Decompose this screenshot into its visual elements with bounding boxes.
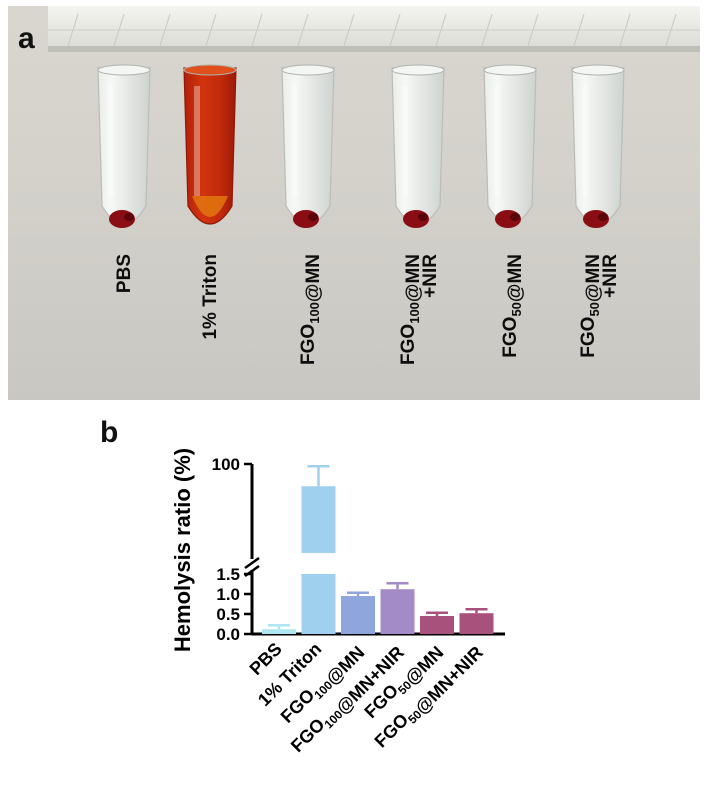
tube-rack [48, 6, 700, 52]
tube-body [483, 67, 537, 225]
tube-highlight [194, 86, 200, 196]
tube-6 [571, 64, 625, 228]
panel-a-letter: a [18, 22, 35, 55]
bar-6 [459, 607, 494, 634]
rbc-pellet-shadow [308, 213, 318, 221]
bar-body [459, 613, 494, 634]
tube-rim [97, 64, 151, 76]
bar-3 [341, 591, 375, 634]
y-tick-label: 0.5 [216, 605, 240, 624]
tube-rim [483, 64, 537, 76]
rbc-pellet-shadow [418, 213, 428, 221]
tube-4 [391, 64, 445, 228]
tube-label-2: 1% Triton [200, 254, 221, 340]
tube-highlight [494, 86, 500, 196]
tube-5 [483, 64, 537, 228]
bar-2 [301, 464, 336, 634]
y-axis-title: Hemolysis ratio (%) [170, 448, 195, 652]
tube-body [183, 67, 237, 225]
tube-rim [571, 64, 625, 76]
tube-rim [281, 64, 335, 76]
tube-highlight [582, 86, 588, 196]
tube-highlight [108, 86, 114, 196]
tube-1 [97, 64, 151, 228]
panel-b-letter: b [100, 416, 118, 449]
tube-body [391, 67, 445, 225]
tube-rim [183, 64, 237, 76]
tube-label-6-line-1: FGO50@MN [578, 254, 604, 358]
bar-body [341, 596, 375, 634]
tube-body [97, 67, 151, 225]
tube-tip [192, 196, 228, 217]
tube-label-1: PBS [114, 254, 135, 293]
tube-label-6-line-2: +NIR [600, 254, 621, 298]
bar-upper-segment [301, 486, 336, 553]
bar-body [262, 629, 296, 634]
tube-body [571, 67, 625, 225]
axis-break-mark [244, 556, 260, 570]
y-tick-label: 1.5 [216, 565, 240, 584]
tube-3 [281, 64, 335, 228]
bar-1 [262, 623, 296, 634]
rbc-pellet-shadow [124, 213, 134, 221]
tube-highlight [402, 86, 408, 196]
y-tick-label: 1.0 [216, 585, 240, 604]
tube-highlight [292, 86, 298, 196]
tube-2 [183, 64, 237, 225]
bar-body [380, 589, 415, 634]
bar-5 [420, 611, 454, 634]
tubes-photo: PBS 1% TritonFGO100@MNFGO100@MN+NIRFGO50@… [8, 6, 700, 400]
y-tick-label: 0.0 [216, 625, 240, 644]
rbc-pellet-shadow [510, 213, 520, 221]
tube-body [281, 67, 335, 225]
tube-label-3: FGO100@MN [298, 254, 324, 365]
rbc-pellet-shadow [598, 213, 608, 221]
bar-4 [380, 581, 415, 634]
bar-body [420, 616, 454, 634]
tube-label-4-line-1: FGO100@MN [398, 254, 424, 365]
tube-rim [391, 64, 445, 76]
tube-label-4-line-2: +NIR [420, 254, 441, 298]
tube-label-5: FGO50@MN [500, 254, 526, 358]
y-tick-label: 100 [212, 455, 240, 474]
bar-lower-segment [301, 574, 336, 634]
